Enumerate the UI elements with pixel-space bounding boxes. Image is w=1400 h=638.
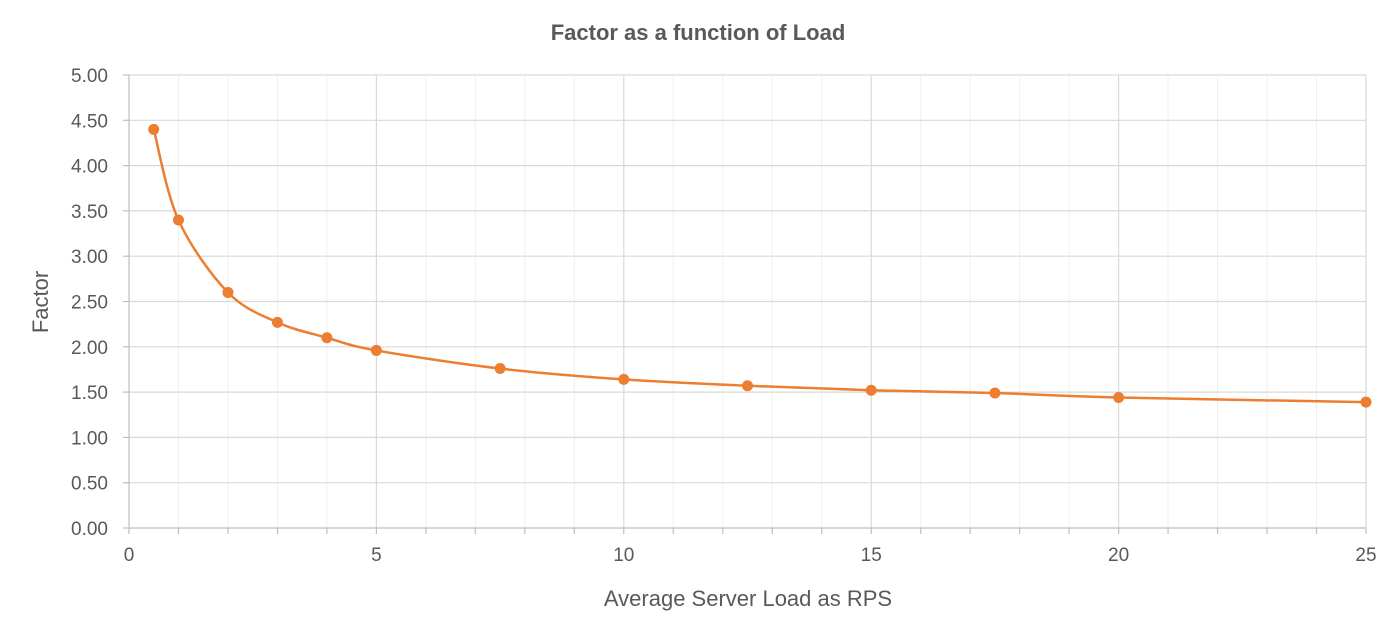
y-tick-label: 2.00 [71, 338, 108, 359]
axes: 0 5 10 15 20 25 0.00 0.50 1.00 1.50 2.00 2.50 3.00 3.… [71, 66, 1377, 566]
y-tick-label: 1.50 [71, 383, 108, 404]
chart-title: Factor as a function of Load [551, 20, 846, 45]
grid [129, 74, 1367, 528]
data-point-marker [172, 214, 184, 226]
x-tick-label: 10 [613, 545, 634, 566]
data-point-marker [1113, 392, 1125, 404]
x-tick-label: 20 [1108, 545, 1129, 566]
series-layer [148, 123, 1372, 408]
x-axis-label: Average Server Load as RPS [604, 586, 892, 611]
data-point-marker [222, 286, 234, 298]
x-tick-label: 5 [371, 545, 382, 566]
y-tick-label: 1.00 [71, 428, 108, 449]
y-tick-label: 3.50 [71, 202, 108, 223]
data-point-marker [1360, 396, 1372, 408]
x-tick-label: 0 [124, 545, 135, 566]
data-point-marker [989, 387, 1001, 399]
y-tick-label: 0.50 [71, 474, 108, 495]
x-tick-label: 25 [1355, 545, 1376, 566]
y-tick-label: 4.00 [71, 157, 108, 178]
y-tick-label: 3.00 [71, 247, 108, 268]
data-point-marker [370, 344, 382, 356]
series-line [152, 128, 1368, 404]
data-point-marker [618, 373, 630, 385]
y-tick-label: 2.50 [71, 293, 108, 314]
y-axis-label: Factor [28, 271, 53, 333]
data-point-marker [321, 332, 333, 344]
y-tick-label: 4.50 [71, 111, 108, 132]
y-tick-label: 0.00 [71, 519, 108, 540]
data-point-marker [742, 380, 753, 392]
data-point-marker [148, 123, 160, 135]
y-tick-label: 5.00 [71, 66, 108, 87]
data-point-marker [494, 363, 506, 375]
data-point-marker [865, 384, 877, 396]
x-tick-label: 15 [861, 545, 882, 566]
data-point-marker [271, 316, 283, 328]
